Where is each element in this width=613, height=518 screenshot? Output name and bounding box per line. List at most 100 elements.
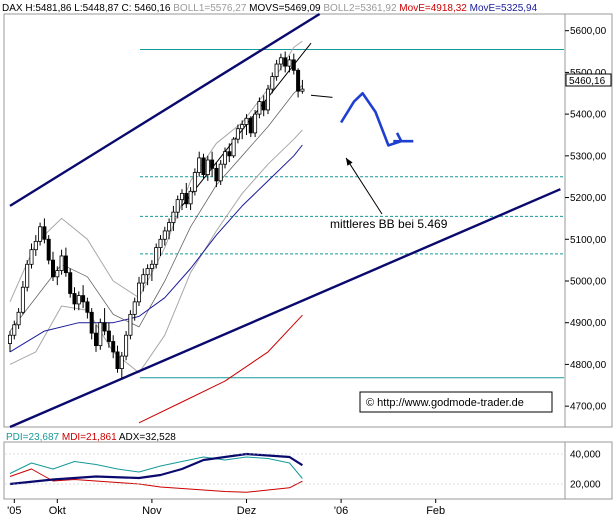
candle-body [265, 88, 270, 111]
legend-item: MDI=21,861 [62, 432, 119, 443]
candle-body [25, 263, 30, 288]
x-tick-label: Okt [49, 505, 66, 517]
indicator-tick-label: 20,000 [570, 480, 601, 491]
candle-body [278, 57, 283, 65]
candle-body [300, 88, 305, 92]
candle-body [7, 334, 12, 344]
candle-body [257, 101, 262, 115]
candle-body [38, 226, 43, 242]
candle-body [12, 324, 17, 336]
candle-body [68, 272, 73, 294]
y-tick-label: 5200,00 [570, 193, 607, 204]
candle-body [222, 151, 227, 165]
y-tick-label: 5400,00 [570, 110, 607, 121]
candle-body [227, 151, 232, 157]
channel-lower-line [9, 188, 561, 429]
candle-body [210, 159, 215, 169]
y-tick-label: 4700,00 [570, 402, 607, 413]
main-panel-frame [3, 13, 566, 428]
candle-body [145, 268, 150, 276]
legend-item: C: 5460,16 [122, 3, 174, 14]
candle-body [296, 69, 301, 92]
indicator-lines [9, 452, 303, 493]
candle-body [253, 113, 258, 134]
candle-body [94, 332, 99, 347]
candle-body [98, 322, 103, 347]
candle-body [184, 192, 189, 205]
y-tick-label: 5500,00 [570, 68, 607, 79]
ema-slow-line [138, 314, 303, 424]
candle-body [85, 301, 90, 313]
annotation-arrow-head [346, 157, 353, 166]
legend-item: MovE=4918,32 [399, 3, 469, 14]
candle-body [158, 238, 163, 249]
y-tick-label: 5600,00 [570, 26, 607, 37]
candlesticks [7, 51, 305, 380]
candle-body [106, 330, 111, 342]
candle-body [270, 76, 275, 90]
candle-body [102, 322, 107, 332]
watermark-text: © http://www.godmode-trader.de [366, 397, 524, 409]
price-tag-box [565, 73, 612, 87]
candle-body [136, 282, 141, 303]
moving-averages [9, 144, 303, 424]
x-tick-label: Nov [142, 505, 162, 517]
candle-body [149, 263, 154, 269]
candle-body [261, 101, 266, 111]
candle-body [162, 230, 167, 240]
indicator-legend: PDI=23,687 MDI=21,861 ADX=32,528 [6, 432, 176, 443]
candle-body [291, 59, 296, 71]
candle-body [214, 167, 219, 182]
legend-item: MOVS=5469,09 [249, 3, 323, 14]
legend-prefix: DAX [2, 3, 25, 14]
y-tick-label: 4800,00 [570, 360, 607, 371]
candle-body [188, 190, 193, 205]
legend-item: BOLL2=5361,92 [323, 3, 399, 14]
legend-item: L:5448,87 [74, 3, 121, 14]
candle-body [274, 63, 279, 77]
y-tick-label: 5300,00 [570, 151, 607, 162]
annotation-group [345, 157, 383, 215]
annotation-arrow-line [345, 157, 383, 215]
candle-body [42, 226, 47, 240]
y-tick-label: 4900,00 [570, 318, 607, 329]
indicator-y-ticks: 40,000 20,000 [5, 450, 601, 491]
candle-body [51, 259, 56, 278]
candle-body [218, 163, 223, 182]
bollinger-lower-line [9, 129, 303, 374]
adx-line [9, 452, 303, 486]
candle-body [29, 249, 34, 265]
candle-body [171, 211, 176, 223]
legend-item: BOLL1=5576,27 [173, 3, 249, 14]
candle-body [132, 301, 137, 315]
x-axis-ticks: '05 Okt Nov Dez '06 Feb [7, 499, 445, 517]
candle-body [248, 117, 253, 134]
candle-body [141, 274, 146, 284]
level-lines [140, 48, 564, 379]
candle-body [119, 355, 124, 369]
y-tick-label: 5100,00 [570, 235, 607, 246]
candle-body [201, 157, 206, 176]
candle-body [59, 255, 64, 271]
candle-body [76, 295, 81, 305]
legend-item: PDI=23,687 [6, 432, 62, 443]
candle-body [205, 159, 210, 176]
candle-body [89, 311, 94, 334]
candle-body [46, 238, 51, 261]
candle-body [175, 199, 180, 213]
indicator-tick-label: 40,000 [570, 450, 601, 461]
candle-body [124, 334, 129, 357]
forecast-start-line [310, 94, 333, 98]
candle-body [81, 295, 86, 303]
candle-body [167, 222, 172, 232]
legend-item: H:5481,86 [25, 3, 74, 14]
indicator-axis-frame [564, 441, 613, 500]
y-axis-ticks: 5600,00 5500,00 5400,00 5300,00 5200,00 5100,… [565, 26, 607, 413]
channel-upper-line [9, 12, 321, 207]
candle-body [197, 157, 202, 173]
candle-body [231, 138, 236, 157]
candle-body [192, 172, 197, 192]
price-tag-text: 5460,16 [569, 76, 606, 87]
forecast-hook [395, 132, 403, 142]
candle-body [111, 341, 116, 353]
